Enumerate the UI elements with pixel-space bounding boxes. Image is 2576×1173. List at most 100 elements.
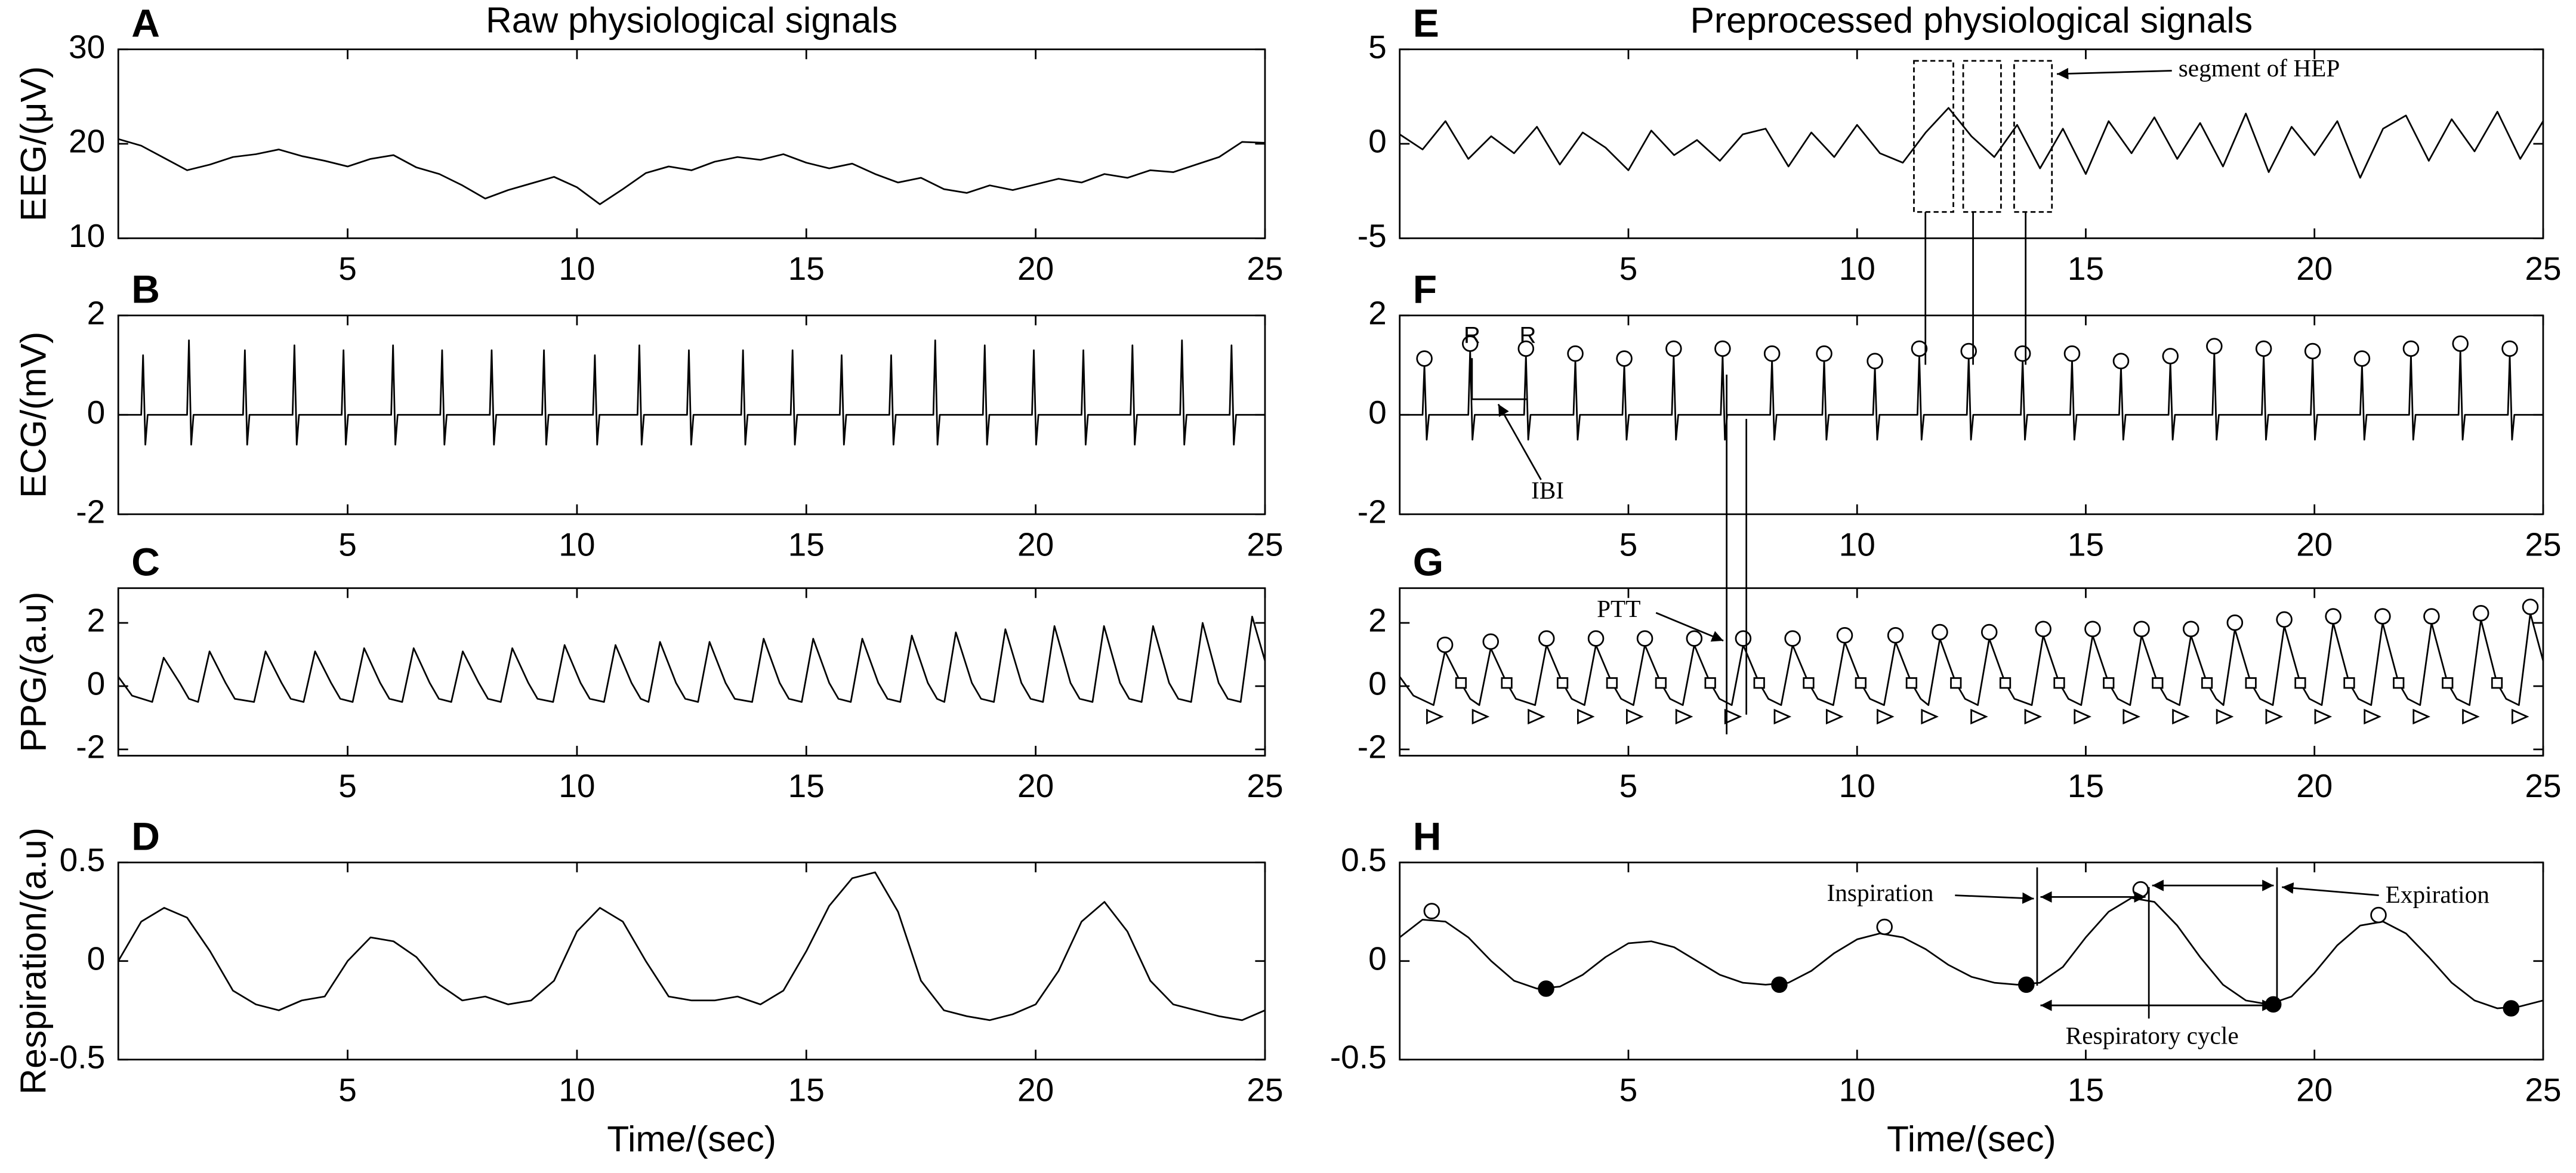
peak-marker	[2014, 345, 2031, 362]
y-tick-label: 0.5	[1341, 841, 1387, 878]
y-tick-label: 2	[87, 602, 106, 639]
signal-line	[1399, 107, 2544, 179]
plot-frame	[1399, 862, 2544, 1061]
y-tick-label: 0	[87, 665, 106, 702]
mid-marker	[1855, 677, 1867, 689]
arrow	[1655, 612, 1724, 642]
foot-marker	[1675, 708, 1693, 725]
x-tick-label: 25	[2525, 526, 2561, 563]
peak-marker	[2423, 608, 2440, 625]
trough-marker	[2265, 996, 2282, 1013]
y-tick-label: 5	[1368, 28, 1387, 65]
peak-marker	[1482, 633, 1500, 650]
panel-letter: G	[1413, 541, 1443, 585]
x-tick-label: 10	[559, 250, 595, 287]
foot-marker	[2462, 708, 2480, 725]
panel: B ECG/(mV) 5 10 15 20 25 -2 0 2	[13, 268, 1284, 563]
mid-marker	[2491, 677, 2503, 689]
mid-marker	[2103, 677, 2115, 689]
x-tick-label: 5	[338, 250, 357, 287]
peak-marker	[1436, 636, 1454, 653]
mid-marker	[2294, 677, 2306, 689]
annotation: Inspiration	[1827, 879, 1934, 906]
y-tick-label: -0.5	[1330, 1038, 1387, 1075]
y-tick-label: 0	[87, 940, 106, 977]
mid-marker	[1606, 677, 1618, 689]
y-tick-label: -2	[1358, 729, 1387, 765]
y-tick-label: 20	[69, 123, 105, 160]
panel: A Raw physiological signals EEG/(μV) 5 10 15 2…	[13, 0, 1284, 287]
x-tick-label: 15	[788, 1072, 825, 1109]
x-tick-label: 10	[559, 1072, 595, 1109]
x-tick-label: 20	[2296, 250, 2333, 287]
mid-marker	[2393, 677, 2405, 689]
peak-marker	[2035, 621, 2051, 637]
y-tick-label: 0	[1368, 394, 1387, 431]
panel: D Respiration/(a.u) Time/(sec) 5 10 15 20 25 -0.…	[13, 814, 1284, 1159]
x-tick-label: 20	[1017, 1072, 1054, 1109]
foot-marker	[2024, 708, 2043, 725]
foot-marker	[1471, 708, 1490, 725]
annotation: Respiratory cycle	[2066, 1022, 2239, 1049]
hep-box	[1913, 60, 1954, 213]
peak-marker	[1714, 340, 1731, 357]
x-tick-label: 20	[1017, 767, 1054, 804]
x-tick-label: 25	[2525, 1072, 2561, 1109]
x-tick-label: 10	[1839, 526, 1875, 563]
panel-letter: F	[1413, 268, 1437, 312]
trough-marker	[2503, 1000, 2520, 1017]
arrow	[1497, 403, 1542, 480]
plot-frame	[117, 862, 1266, 1061]
x-tick-label: 5	[1619, 526, 1638, 563]
foot-marker	[1773, 708, 1792, 725]
peak-marker	[1816, 345, 1832, 362]
mid-marker	[2442, 677, 2454, 689]
trough-marker	[2018, 976, 2035, 993]
panel-letter: C	[131, 541, 160, 585]
peak-marker	[2452, 335, 2469, 352]
signal-line	[118, 138, 1266, 205]
y-tick-label: 0	[1368, 665, 1387, 702]
mid-marker	[1803, 677, 1815, 689]
annotation: segment of HEP	[2179, 54, 2340, 82]
hep-box	[2013, 60, 2053, 213]
peak-marker	[2133, 621, 2150, 637]
x-tick-label: 15	[2068, 250, 2104, 287]
peak-marker	[1616, 350, 1633, 367]
arrow	[2282, 882, 2379, 896]
peak-marker	[1665, 340, 1682, 357]
peak-marker	[2501, 340, 2518, 357]
panel-letter: E	[1413, 2, 1439, 46]
y-axis-label: ECG/(mV)	[13, 332, 54, 498]
peak-marker	[1867, 353, 1883, 369]
mid-marker	[2053, 677, 2065, 689]
mid-marker	[1501, 677, 1513, 689]
foot-marker	[1877, 708, 1895, 725]
peak-marker	[2182, 621, 2199, 637]
hep-box	[1962, 60, 2002, 213]
mid-marker	[1455, 677, 1467, 689]
foot-marker	[1825, 708, 1844, 725]
y-axis-label: EEG/(μV)	[13, 66, 54, 221]
signal-line	[118, 871, 1266, 1021]
peak-marker	[2522, 598, 2539, 615]
panel-letter: B	[131, 268, 160, 312]
panel-letter: D	[131, 814, 160, 859]
x-tick-label: 20	[1017, 526, 1054, 563]
peak-marker	[1911, 340, 1928, 357]
x-tick-label: 25	[2525, 767, 2561, 804]
peak-marker	[1587, 630, 1605, 647]
arrow	[1955, 892, 2034, 904]
panel: F 5 10 15 20 25 -2 0 2	[1358, 268, 2562, 563]
peak-marker	[1932, 623, 1948, 641]
x-tick-label: 25	[1247, 1072, 1283, 1109]
peak-marker	[2353, 350, 2371, 367]
peak-marker	[1538, 630, 1555, 647]
x-tick-label: 15	[788, 250, 825, 287]
y-tick-label: 2	[87, 294, 106, 331]
y-tick-label: 0	[1368, 123, 1387, 160]
foot-marker	[2216, 708, 2234, 725]
panel-letter: H	[1413, 814, 1442, 859]
y-tick-label: 0	[87, 394, 106, 431]
annotation: R	[1464, 323, 1480, 348]
